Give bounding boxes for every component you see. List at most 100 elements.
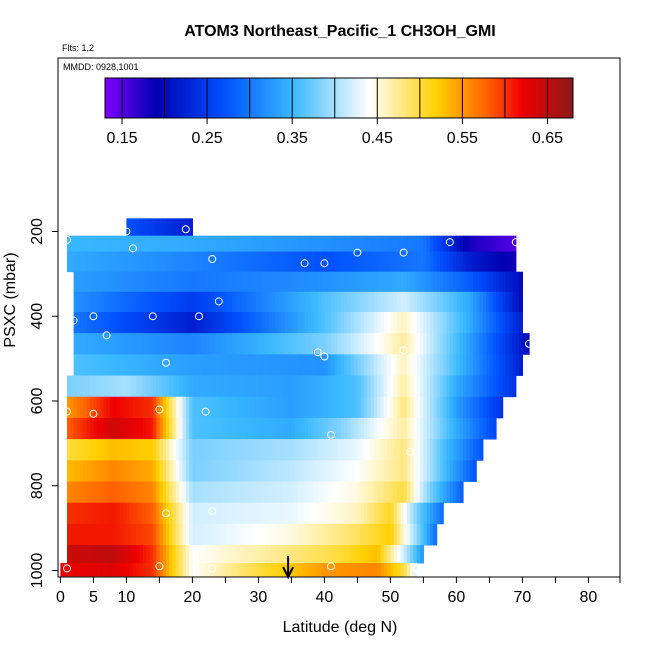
- heatmap-cell: [93, 460, 98, 482]
- heatmap-cell: [100, 439, 104, 461]
- heatmap-cell: [182, 563, 187, 577]
- colorbar-cell: [502, 78, 506, 118]
- heatmap-cell: [199, 439, 203, 461]
- x-tick-label: 5: [89, 589, 98, 606]
- heatmap-cell: [340, 251, 345, 273]
- heatmap-cell: [113, 333, 118, 355]
- heatmap-cell: [241, 545, 246, 564]
- heatmap-cell: [86, 502, 91, 525]
- heatmap-cell: [499, 291, 504, 313]
- observation-point: [214, 297, 223, 306]
- colorbar-cell: [222, 78, 226, 118]
- heatmap-cell: [278, 502, 283, 525]
- heatmap-cell: [377, 333, 382, 355]
- heatmap-cell: [416, 523, 421, 546]
- heatmap-cell: [139, 481, 144, 504]
- heatmap-cell: [486, 271, 490, 293]
- heatmap-cell: [476, 439, 481, 461]
- heatmap-cell: [261, 417, 266, 440]
- chart-title: ATOM3 Northeast_Pacific_1 CH3OH_GMI: [184, 23, 496, 40]
- heatmap-cell: [265, 563, 269, 577]
- heatmap-cell: [281, 439, 286, 461]
- colorbar-cell: [547, 78, 551, 118]
- heatmap-cell: [265, 502, 269, 525]
- heatmap-cell: [133, 333, 137, 355]
- heatmap-cell: [232, 563, 236, 577]
- heatmap-cell: [162, 481, 167, 504]
- heatmap-cell: [96, 417, 101, 440]
- heatmap-cell: [123, 333, 127, 355]
- heatmap-cell: [166, 235, 170, 252]
- heatmap-cell: [166, 481, 170, 504]
- heatmap-cell: [466, 271, 471, 293]
- heatmap-cell: [463, 311, 467, 334]
- heatmap-cell: [406, 545, 411, 564]
- heatmap-cell: [430, 251, 434, 273]
- heatmap-cell: [334, 545, 339, 564]
- heatmap-cell: [271, 311, 276, 334]
- heatmap-cell: [367, 563, 372, 577]
- heatmap-cell: [334, 396, 339, 419]
- heatmap-cell: [96, 291, 101, 313]
- heatmap-cell: [116, 481, 121, 504]
- heatmap-cell: [90, 235, 94, 252]
- colorbar-cell: [318, 78, 322, 118]
- heatmap-cell: [463, 354, 467, 376]
- colorbar-cell: [414, 78, 418, 118]
- heatmap-cell: [162, 375, 167, 398]
- heatmap-cell: [70, 251, 75, 273]
- heatmap-cell: [205, 354, 210, 376]
- heatmap-cell: [327, 291, 332, 313]
- heatmap-cell: [311, 251, 316, 273]
- heatmap-cell: [406, 251, 411, 273]
- heatmap-cell: [208, 375, 213, 398]
- heatmap-cell: [466, 460, 471, 482]
- heatmap-cell: [367, 291, 372, 313]
- heatmap-cell: [212, 545, 217, 564]
- heatmap-cell: [284, 333, 289, 355]
- heatmap-cell: [479, 235, 484, 252]
- heatmap-cell: [119, 235, 124, 252]
- heatmap-cell: [377, 271, 382, 293]
- heatmap-cell: [268, 271, 273, 293]
- heatmap-cell: [109, 460, 114, 482]
- heatmap-cell: [344, 563, 349, 577]
- heatmap-cell: [109, 354, 114, 376]
- heatmap-cell: [241, 251, 246, 273]
- heatmap-cell: [192, 311, 197, 334]
- heatmap-cell: [172, 460, 177, 482]
- colorbar-cell: [190, 78, 194, 118]
- heatmap-cell: [133, 439, 137, 461]
- heatmap-cell: [496, 396, 500, 419]
- heatmap-cell: [284, 563, 289, 577]
- heatmap-cell: [324, 291, 329, 313]
- heatmap-cell: [492, 271, 497, 293]
- heatmap-cell: [327, 502, 332, 525]
- heatmap-cell: [387, 251, 391, 273]
- heatmap-cell: [357, 271, 362, 293]
- heatmap-cell: [248, 354, 253, 376]
- heatmap-cell: [169, 523, 174, 546]
- heatmap-cell: [459, 251, 464, 273]
- heatmap-cell: [100, 333, 104, 355]
- colorbar-cell: [263, 78, 267, 118]
- heatmap-cell: [370, 375, 375, 398]
- heatmap-cell: [146, 481, 151, 504]
- heatmap-cell: [162, 502, 167, 525]
- heatmap-cell: [486, 333, 490, 355]
- heatmap-cell: [387, 417, 391, 440]
- heatmap-cell: [202, 417, 207, 440]
- heatmap-cell: [410, 375, 415, 398]
- heatmap-cell: [189, 251, 193, 273]
- heatmap-cell: [364, 439, 368, 461]
- heatmap-cell: [519, 291, 523, 313]
- heatmap-cell: [505, 375, 510, 398]
- heatmap-cell: [307, 563, 312, 577]
- heatmap-cell: [83, 417, 88, 440]
- heatmap-cell: [189, 235, 193, 252]
- heatmap-cell: [505, 354, 510, 376]
- colorbar-cell: [115, 78, 119, 118]
- heatmap-cell: [413, 235, 418, 252]
- heatmap-cell: [199, 545, 203, 564]
- heatmap-cell: [212, 235, 217, 252]
